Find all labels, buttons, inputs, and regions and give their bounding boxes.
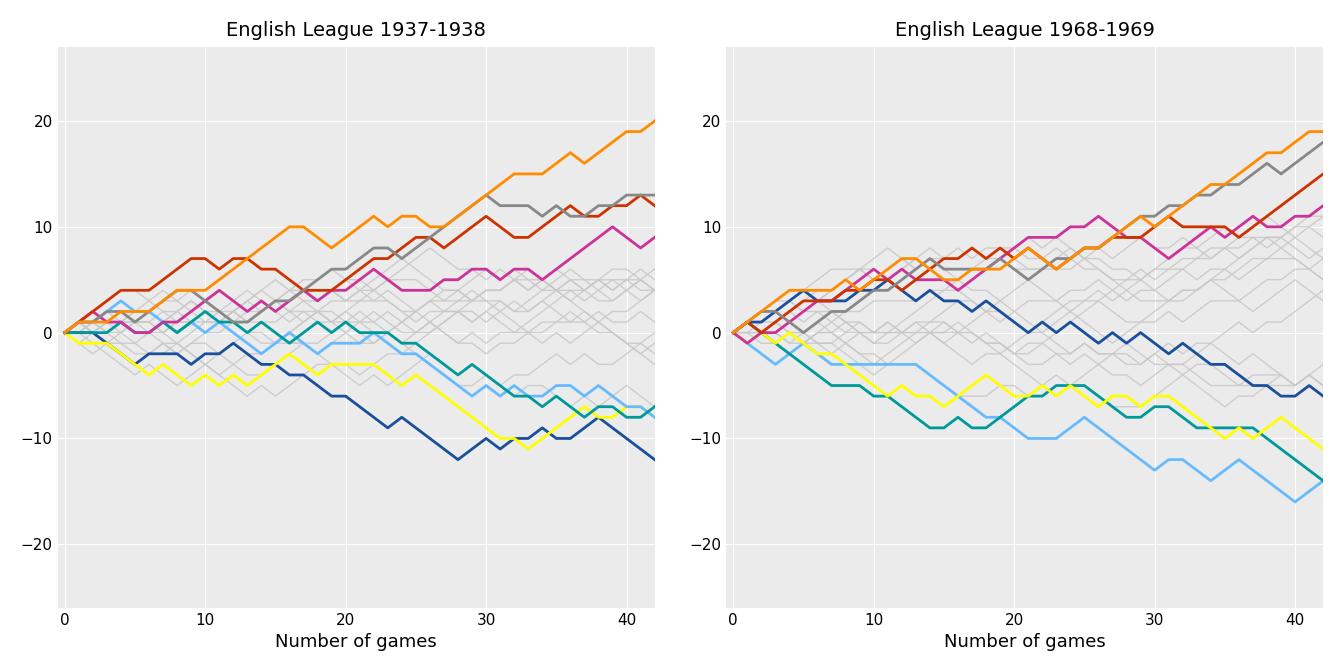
X-axis label: Number of games: Number of games bbox=[943, 633, 1106, 651]
Title: English League 1937-1938: English League 1937-1938 bbox=[226, 21, 487, 40]
Title: English League 1968-1969: English League 1968-1969 bbox=[895, 21, 1154, 40]
X-axis label: Number of games: Number of games bbox=[276, 633, 437, 651]
